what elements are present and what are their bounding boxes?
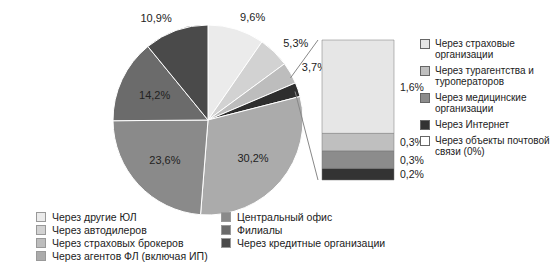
svg-text:23,6%: 23,6% — [149, 154, 180, 166]
html-text:Через страховые организации: Через страховые организации — [435, 38, 515, 60]
html-text:Филиалы: Филиалы — [237, 223, 283, 236]
svg-text:30,2%: 30,2% — [237, 152, 268, 164]
html-text:Через медицинские организации: Через медицинские организации — [435, 92, 527, 114]
svg-text:3,7%: 3,7% — [301, 60, 327, 73]
svg-text:0,2%: 0,2% — [400, 168, 424, 180]
html-text:Через другие ЮЛ: Через другие ЮЛ — [52, 210, 137, 223]
svg-text:10,9%: 10,9% — [140, 12, 171, 24]
html-text:Центральный офис: Центральный офис — [237, 210, 333, 223]
svg-text:0,3%: 0,3% — [400, 154, 424, 166]
svg-text:9,6%: 9,6% — [240, 11, 265, 23]
html-text:Через страховых брокеров: Через страховых брокеров — [52, 236, 184, 249]
svg-text:5,3%: 5,3% — [283, 37, 308, 49]
html-text:Через объекты почтовой связи (: Через объекты почтовой связи (0%) — [435, 135, 550, 157]
html-text:Через Интернет: Через Интернет — [435, 119, 510, 130]
html-text:Через автодилеров: Через автодилеров — [52, 223, 147, 236]
svg-text:1,6%: 1,6% — [400, 81, 424, 93]
html-text:Через кредитные организации: Через кредитные организации — [237, 236, 386, 249]
html-text:Через турагентства и туроперат: Через турагентства и туроператоров — [435, 65, 534, 87]
svg-text:14,2%: 14,2% — [139, 89, 170, 101]
html-text:Через агентов ФЛ (включая ИП): Через агентов ФЛ (включая ИП) — [52, 249, 208, 262]
svg-text:0,3%: 0,3% — [400, 136, 424, 149]
